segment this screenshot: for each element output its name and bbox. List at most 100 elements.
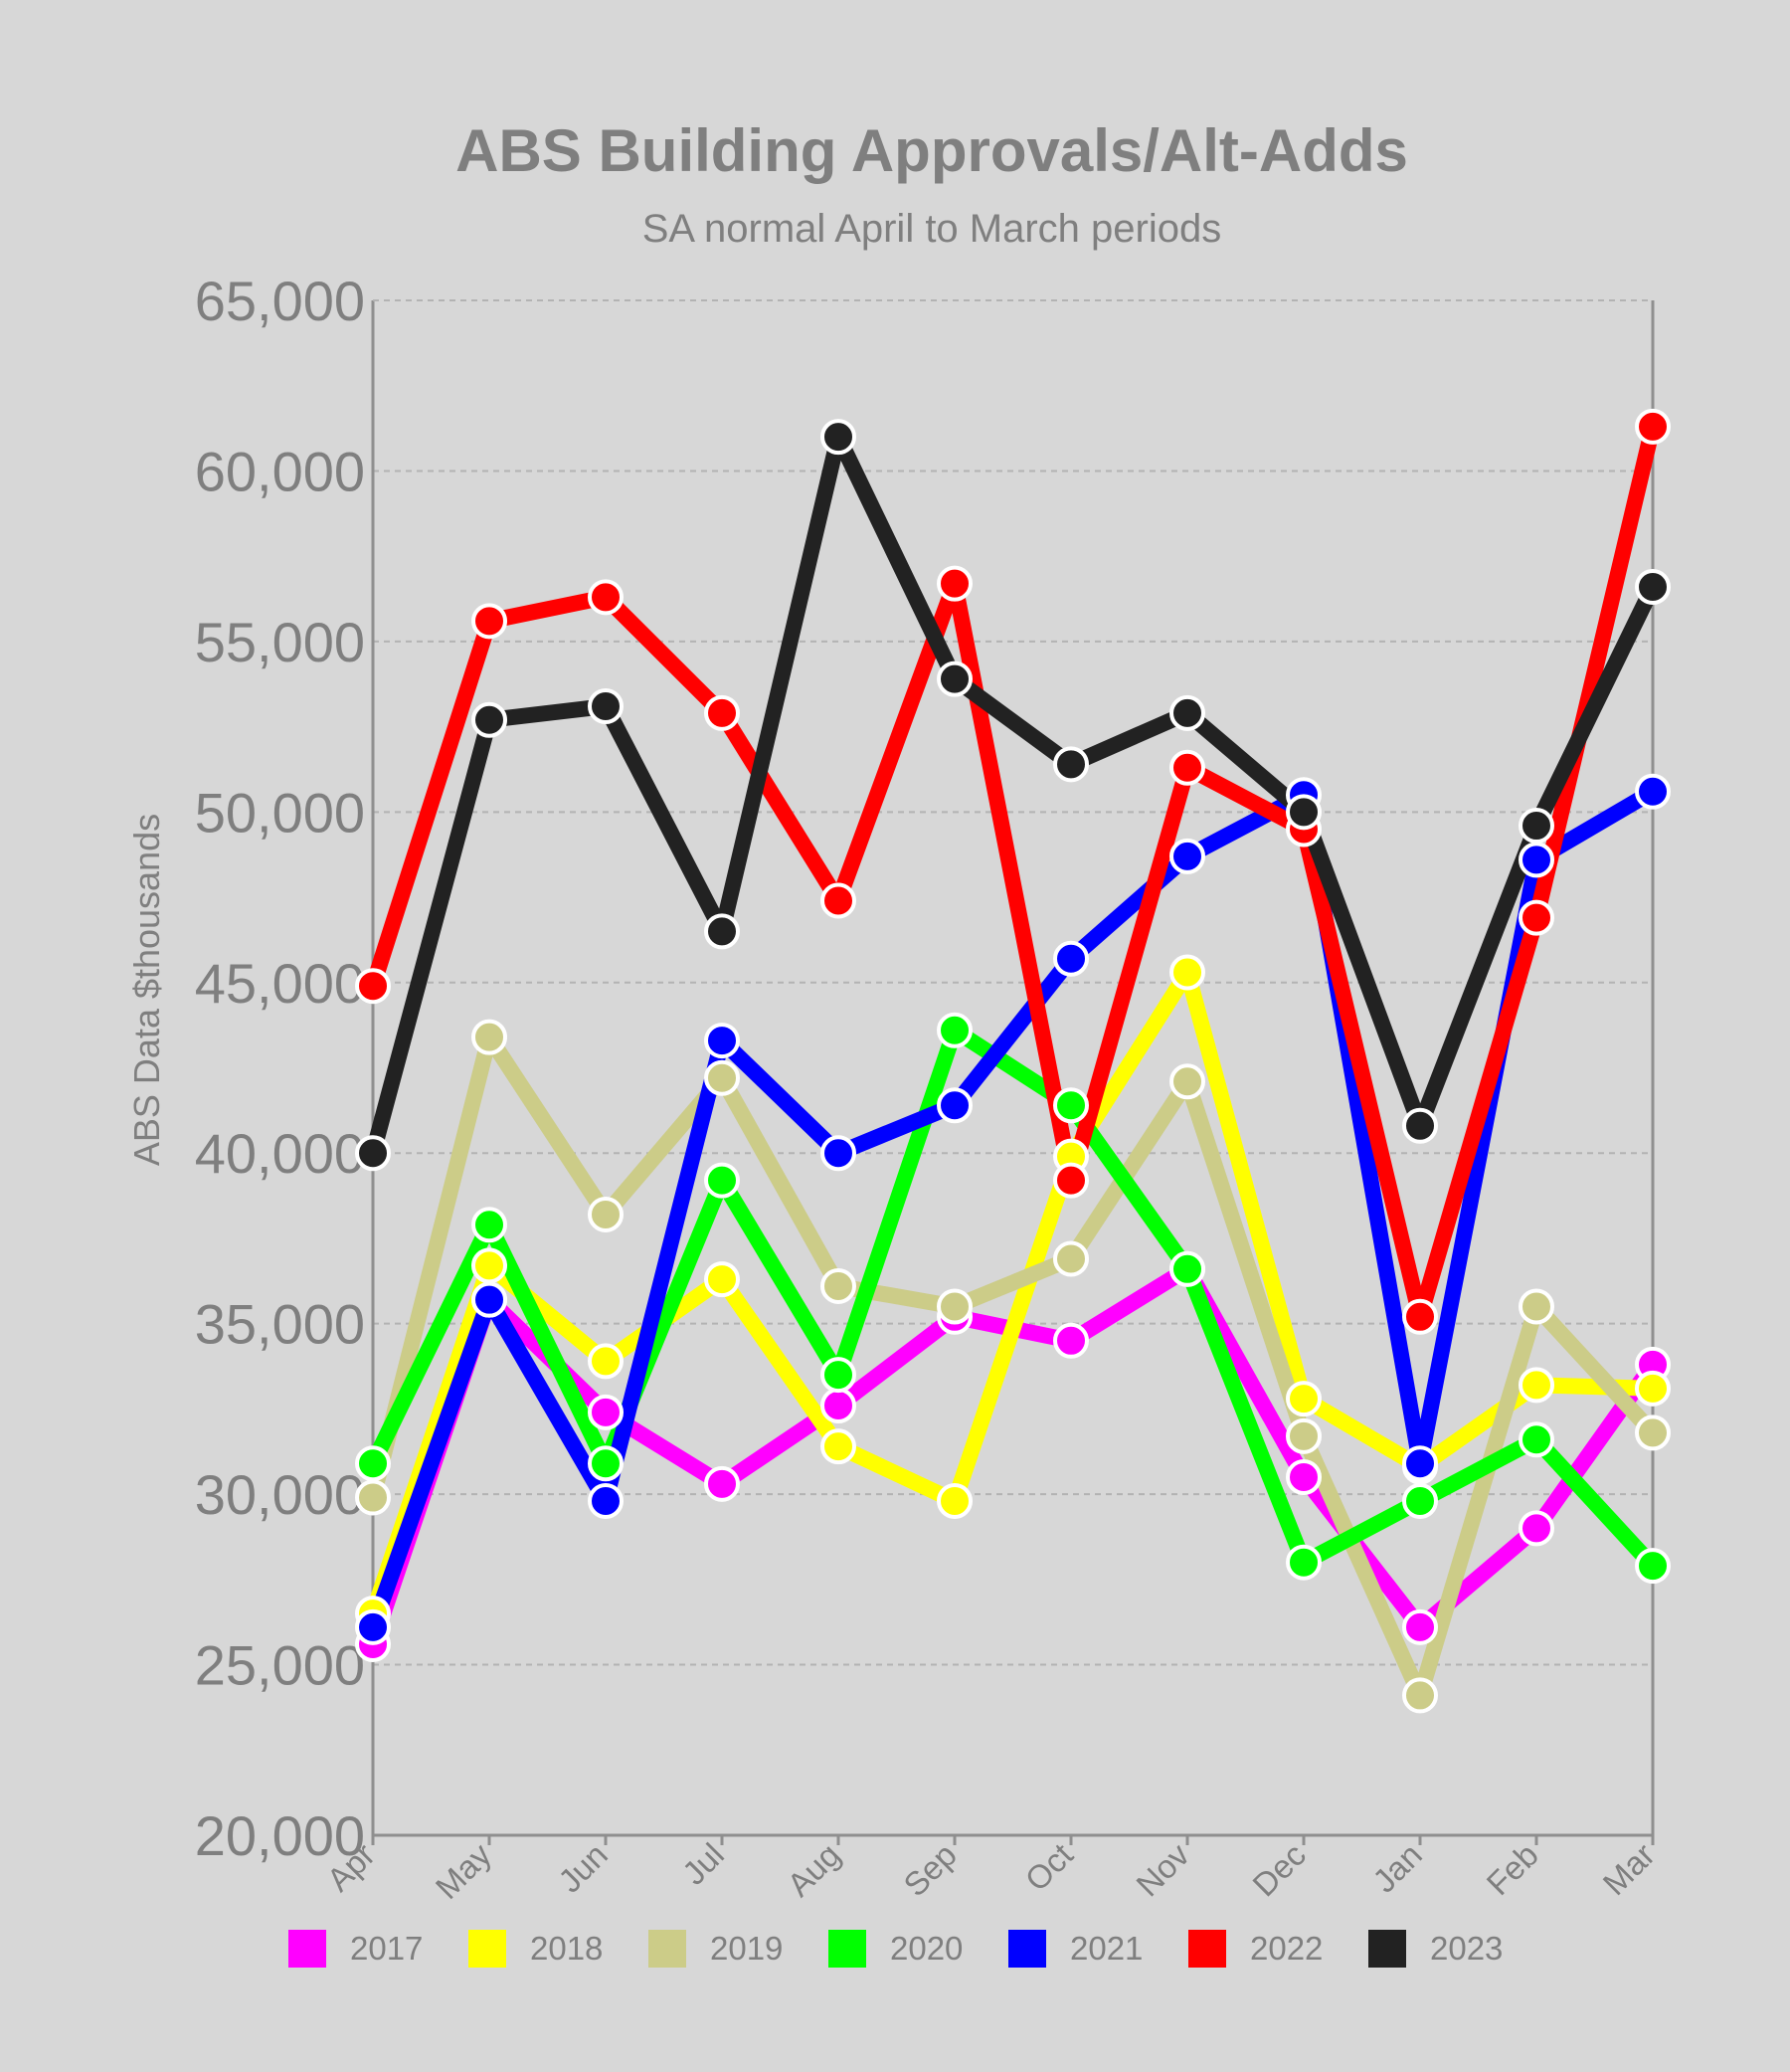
data-point-2017-Jul (704, 1465, 740, 1502)
data-point-2019-Dec (1286, 1417, 1322, 1454)
data-point-2020-Jan (1402, 1482, 1438, 1519)
data-point-2020-Feb (1519, 1421, 1554, 1458)
data-point-2023-Sep (937, 660, 973, 697)
data-point-2023-Oct (1053, 746, 1089, 783)
data-point-2023-Aug (820, 419, 856, 456)
data-point-2022-Jan (1402, 1298, 1438, 1335)
legend-swatch-2018 (468, 1930, 506, 1968)
x-tick-label: Nov (1129, 1835, 1196, 1903)
y-tick-label: 55,000 (195, 611, 365, 673)
data-point-2017-Oct (1053, 1322, 1089, 1359)
y-tick-label: 40,000 (195, 1122, 365, 1185)
data-point-2019-Aug (820, 1267, 856, 1304)
data-point-2019-Jul (704, 1059, 740, 1096)
legend-label-2018: 2018 (530, 1930, 603, 1967)
x-tick-label: Jun (551, 1836, 615, 1900)
data-point-2019-Sep (937, 1288, 973, 1325)
series-line-2023 (365, 429, 1661, 1162)
data-point-2020-Mar (1635, 1548, 1671, 1585)
data-point-2023-Feb (1519, 808, 1554, 845)
data-point-2022-Oct (1053, 1162, 1089, 1199)
data-point-2020-Sep (937, 1012, 973, 1048)
x-tick-label: Mar (1596, 1836, 1662, 1902)
data-point-2021-Apr (355, 1608, 391, 1645)
x-tick-label: Oct (1017, 1836, 1079, 1898)
data-point-2022-Aug (820, 882, 856, 919)
data-point-2019-Jun (588, 1196, 624, 1232)
x-tick-label: Jan (1365, 1836, 1429, 1900)
data-point-2020-Dec (1286, 1544, 1322, 1581)
data-point-2017-Jun (588, 1394, 624, 1430)
data-point-2018-Aug (820, 1428, 856, 1465)
data-point-2023-May (471, 701, 507, 738)
legend-label-2023: 2023 (1430, 1930, 1503, 1967)
data-point-2021-Feb (1519, 842, 1554, 878)
data-point-2021-Jun (588, 1482, 624, 1519)
data-point-2017-Aug (820, 1387, 856, 1423)
data-point-2022-Apr (355, 968, 391, 1005)
y-tick-label: 30,000 (195, 1463, 365, 1526)
y-tick-label: 25,000 (195, 1634, 365, 1697)
data-point-2019-May (471, 1019, 507, 1055)
data-point-2017-Dec (1286, 1458, 1322, 1495)
data-point-2019-Apr (355, 1479, 391, 1516)
data-point-2023-Mar (1635, 569, 1671, 606)
data-point-2020-Jul (704, 1162, 740, 1199)
data-point-2021-Jan (1402, 1445, 1438, 1482)
data-point-2019-Oct (1053, 1240, 1089, 1277)
data-point-2019-Nov (1169, 1063, 1205, 1100)
data-point-2020-Aug (820, 1357, 856, 1394)
data-point-2021-Nov (1169, 838, 1205, 874)
x-tick-labels: Apr May Jun Jul Aug Sep Oct Nov Dec Jan Feb Mar (319, 1835, 1662, 1906)
legend-label-2020: 2020 (890, 1930, 963, 1967)
data-point-2021-Mar (1635, 773, 1671, 810)
data-point-2023-Dec (1286, 794, 1322, 831)
data-point-2018-Nov (1169, 954, 1205, 991)
y-tick-label: 60,000 (195, 440, 365, 502)
data-point-2020-May (471, 1207, 507, 1243)
x-tick-label: May (429, 1835, 499, 1906)
y-tick-label: 50,000 (195, 781, 365, 844)
data-point-2018-Jun (588, 1343, 624, 1380)
data-point-2021-Jul (704, 1023, 740, 1059)
data-point-2021-Aug (820, 1135, 856, 1172)
data-point-2018-Mar (1635, 1370, 1671, 1407)
series-lines (365, 418, 1661, 1704)
series-line-2018 (365, 964, 1661, 1622)
data-point-2022-Nov (1169, 749, 1205, 786)
axes (371, 299, 1655, 1837)
y-tick-label: 20,000 (195, 1804, 365, 1867)
legend-swatch-2020 (828, 1930, 866, 1968)
y-tick-label: 45,000 (195, 952, 365, 1015)
legend-label-2019: 2019 (710, 1930, 783, 1967)
legend-swatch-2022 (1188, 1930, 1226, 1968)
x-tick-label: Aug (780, 1836, 847, 1904)
x-tick-label: Sep (896, 1836, 964, 1904)
x-tick-label: Feb (1480, 1836, 1545, 1902)
data-point-2018-Dec (1286, 1381, 1322, 1417)
chart-subtitle: SA normal April to March periods (642, 207, 1221, 251)
data-point-2020-Oct (1053, 1087, 1089, 1124)
chart-title: ABS Building Approvals/Alt-Adds (455, 117, 1408, 184)
legend-label-2017: 2017 (350, 1930, 423, 1967)
data-point-2022-Jul (704, 694, 740, 731)
data-point-2017-Feb (1519, 1510, 1554, 1547)
x-tick-label: Dec (1245, 1836, 1313, 1904)
data-point-2018-Sep (937, 1482, 973, 1519)
data-point-2019-Mar (1635, 1414, 1671, 1451)
legend-label-2022: 2022 (1250, 1930, 1323, 1967)
data-point-2018-May (471, 1247, 507, 1284)
legend-swatch-2021 (1008, 1930, 1046, 1968)
data-point-2021-Sep (937, 1087, 973, 1124)
legend-swatch-2023 (1368, 1930, 1406, 1968)
legend: 2017 2018 2019 2020 2021 2022 2023 (288, 1930, 1503, 1968)
data-point-2019-Jan (1402, 1677, 1438, 1714)
data-point-2018-Jul (704, 1261, 740, 1298)
y-tick-labels: 20,000 25,000 30,000 35,000 40,000 45,000 50,0… (195, 270, 365, 1867)
series-points (355, 408, 1671, 1714)
data-point-2017-Jan (1402, 1608, 1438, 1645)
series-line-2021 (365, 783, 1661, 1635)
data-point-2022-Feb (1519, 899, 1554, 936)
data-point-2022-Mar (1635, 408, 1671, 445)
